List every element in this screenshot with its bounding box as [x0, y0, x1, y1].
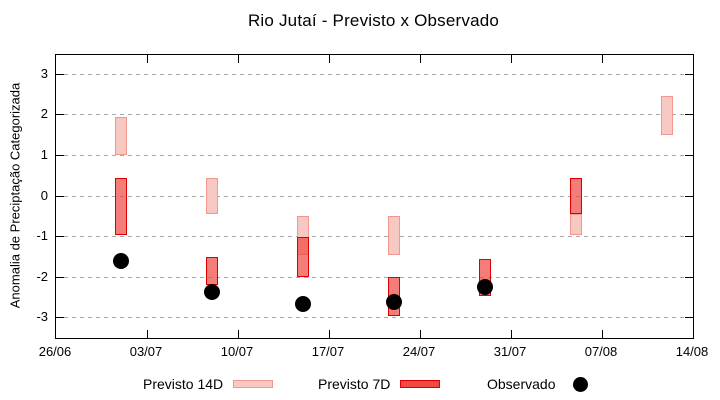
y-tick-right — [685, 317, 693, 319]
y-tick-label: 0 — [40, 187, 48, 203]
previsto-14d-box — [661, 96, 673, 135]
y-tick-label: -2 — [36, 268, 48, 284]
legend-item-previsto-14d: Previsto 14D — [143, 372, 274, 396]
y-tick-label: 3 — [40, 65, 48, 81]
x-tick-label: 10/07 — [220, 344, 254, 359]
observado-point — [113, 253, 129, 270]
y-tick-label: 2 — [40, 106, 48, 122]
observado-point — [295, 295, 311, 312]
x-tick-label: 26/06 — [38, 344, 72, 359]
chart-legend: Previsto 14D Previsto 7D Observado — [0, 372, 720, 396]
x-tick-top — [510, 55, 512, 63]
x-tick-top — [237, 55, 239, 63]
x-tick-bottom — [601, 330, 603, 338]
y-tick-right — [685, 114, 693, 116]
x-tick-bottom — [419, 330, 421, 338]
y-tick-right — [685, 154, 693, 156]
gridline-y-1 — [56, 236, 693, 238]
gridline-y0 — [56, 195, 693, 197]
previsto-7d-box — [206, 256, 218, 286]
y-tick-label: 1 — [40, 146, 48, 162]
previsto-7d-box — [115, 177, 127, 235]
legend-label-observado: Observado — [487, 376, 556, 392]
previsto-7d-swatch-icon — [400, 380, 441, 388]
x-tick-label: 14/08 — [675, 344, 709, 359]
x-tick-bottom — [237, 330, 239, 338]
gridline-y3 — [56, 73, 693, 75]
x-tick-label: 03/07 — [129, 344, 163, 359]
observado-point — [477, 279, 493, 296]
y-tick-left — [56, 195, 64, 197]
observado-point — [386, 293, 402, 310]
x-tick-label: 07/08 — [584, 344, 618, 359]
x-tick-top — [328, 55, 330, 63]
gridline-y-2 — [56, 276, 693, 278]
previsto-14d-swatch-icon — [233, 380, 274, 388]
x-tick-label: 17/07 — [311, 344, 345, 359]
y-tick-left — [56, 317, 64, 319]
y-tick-right — [685, 276, 693, 278]
legend-label-previsto-7d: Previsto 7D — [318, 376, 391, 392]
previsto-14d-box — [206, 177, 218, 215]
x-tick-top — [419, 55, 421, 63]
x-tick-bottom — [146, 330, 148, 338]
x-tick-label: 31/07 — [493, 344, 527, 359]
gridline-y-3 — [56, 317, 693, 319]
chart-title: Rio Jutaí - Previsto x Observado — [247, 11, 500, 30]
observado-swatch-icon — [573, 376, 589, 392]
y-tick-label: -3 — [36, 309, 48, 325]
y-tick-left — [56, 154, 64, 156]
previsto-7d-box — [297, 236, 309, 278]
previsto-7d-box — [570, 177, 582, 215]
gridline-y2 — [56, 114, 693, 116]
y-tick-left — [56, 73, 64, 75]
previsto-14d-box — [115, 116, 127, 156]
y-tick-right — [685, 73, 693, 75]
y-tick-left — [56, 236, 64, 238]
y-tick-left — [56, 276, 64, 278]
legend-label-previsto-14d: Previsto 14D — [143, 376, 224, 392]
gridline-y1 — [56, 154, 693, 156]
y-tick-label: -1 — [36, 228, 48, 244]
x-tick-top — [601, 55, 603, 63]
x-tick-bottom — [510, 330, 512, 338]
plot-area — [55, 54, 694, 339]
y-tick-right — [685, 236, 693, 238]
y-tick-left — [56, 114, 64, 116]
legend-item-observado: Observado — [487, 372, 589, 396]
y-tick-right — [685, 195, 693, 197]
x-tick-top — [146, 55, 148, 63]
x-tick-bottom — [328, 330, 330, 338]
previsto-14d-box — [388, 216, 400, 255]
legend-item-previsto-7d: Previsto 7D — [318, 372, 441, 396]
x-tick-label: 24/07 — [402, 344, 436, 359]
previsto-14d-box — [570, 214, 582, 235]
observado-point — [204, 283, 220, 300]
